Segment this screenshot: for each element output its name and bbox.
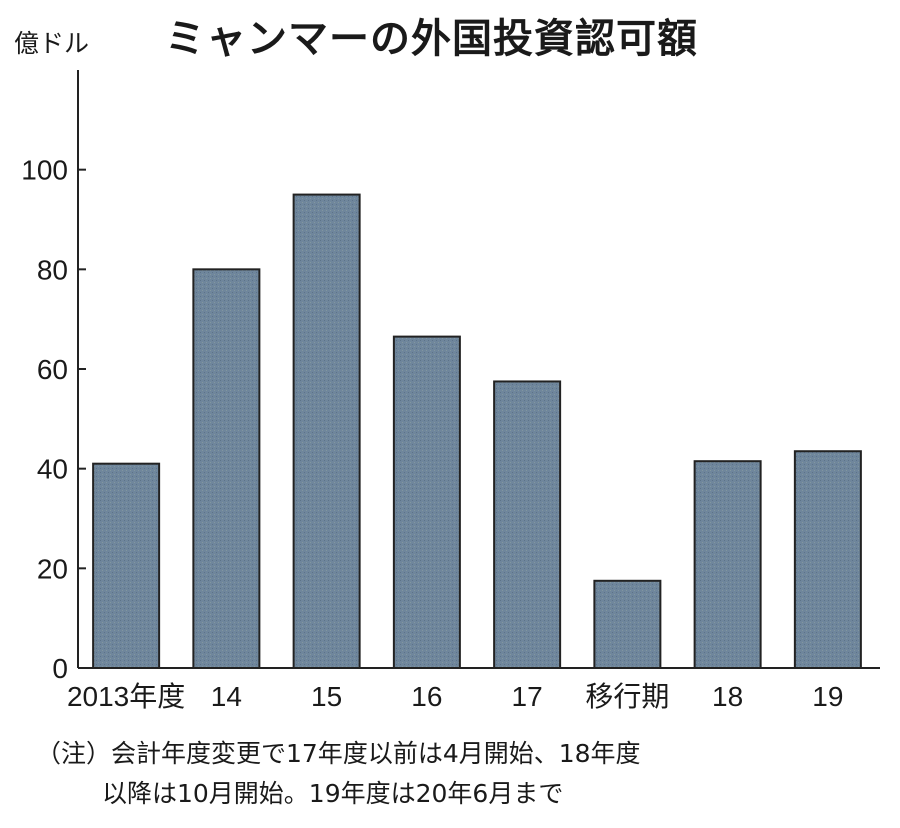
x-tick-label-4: 17 (512, 681, 543, 712)
y-tick-label-2: 40 (37, 454, 68, 485)
chart-title: ミャンマーの外国投資認可額 (165, 16, 698, 62)
footnote-line-2: 以降は10月開始。19年度は20年6月まで (102, 779, 564, 808)
x-tick-label-7: 19 (812, 681, 843, 712)
y-tick-label-4: 80 (37, 254, 68, 285)
bar-7 (793, 450, 862, 669)
y-tick-label-5: 100 (21, 155, 68, 186)
bar-3 (392, 335, 461, 669)
bar-4 (493, 380, 562, 669)
bar-0 (92, 462, 161, 669)
y-unit-label: 億ドル (14, 29, 90, 58)
y-tick-label-3: 60 (37, 354, 68, 385)
x-tick-label-1: 14 (211, 681, 242, 712)
x-tick-label-5: 移行期 (585, 681, 669, 712)
x-tick-label-0: 2013年度 (67, 681, 185, 712)
bar-2 (292, 193, 361, 669)
footnote-line-1: （注）会計年度変更で17年度以前は4月開始、18年度 (36, 739, 641, 768)
y-tick-label-0: 0 (52, 653, 68, 684)
bar-5 (593, 579, 662, 670)
y-tick-label-1: 20 (37, 553, 68, 584)
bar-6 (693, 460, 762, 670)
x-tick-label-2: 15 (311, 681, 342, 712)
x-tick-label-3: 16 (411, 681, 442, 712)
bar-1 (192, 268, 261, 669)
x-tick-label-6: 18 (712, 681, 743, 712)
